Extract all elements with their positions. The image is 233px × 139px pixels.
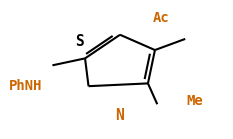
- Text: PhNH: PhNH: [9, 79, 43, 93]
- Text: S: S: [75, 34, 84, 49]
- Text: Me: Me: [186, 95, 203, 108]
- Text: Ac: Ac: [153, 11, 169, 25]
- Text: N: N: [116, 108, 124, 123]
